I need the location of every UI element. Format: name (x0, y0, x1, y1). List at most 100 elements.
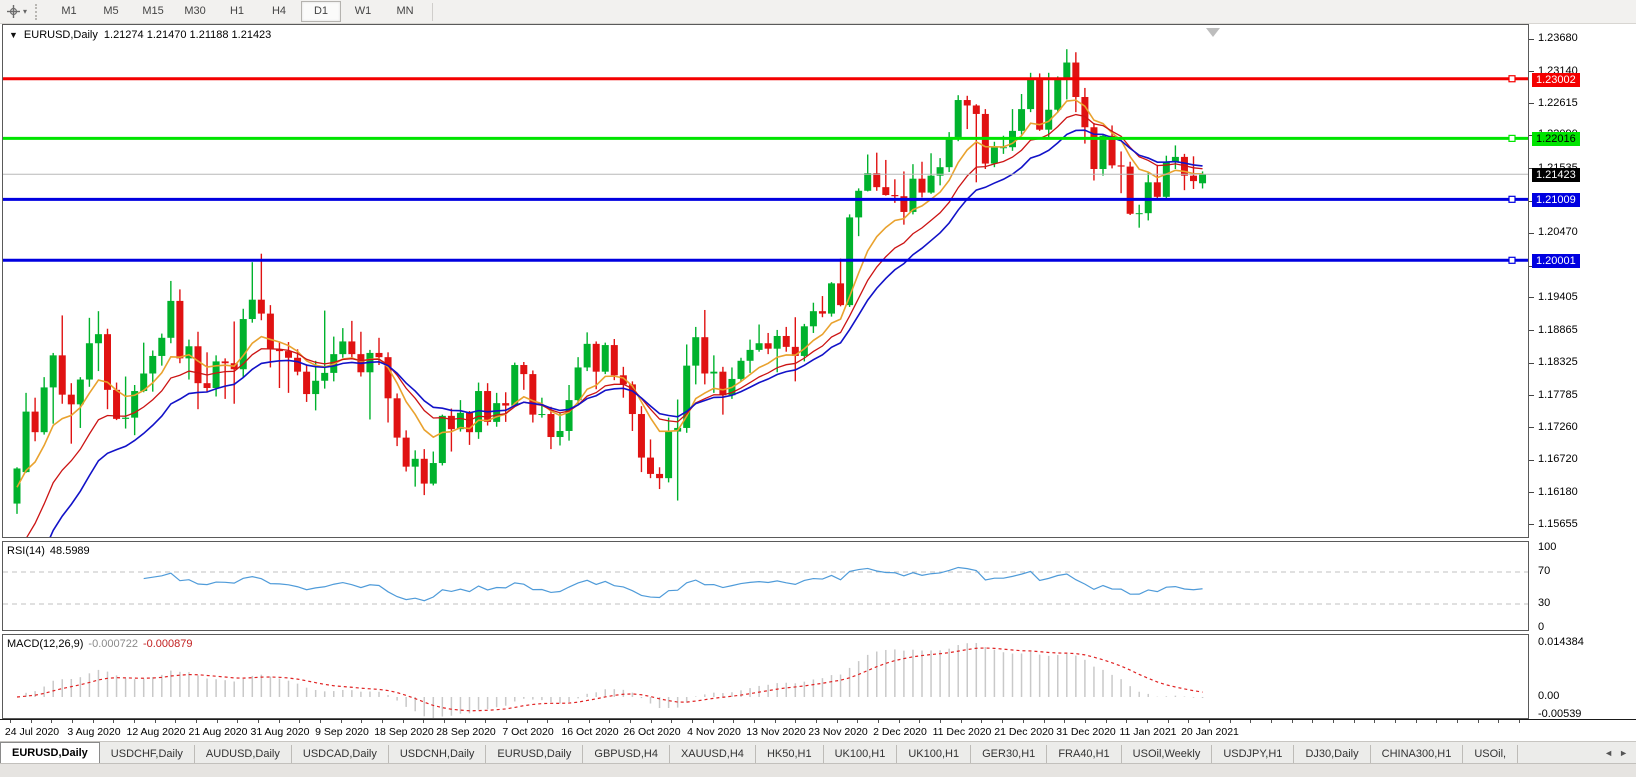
timeframe-button-m1[interactable]: M1 (61, 5, 77, 17)
time-tick-mark (940, 720, 942, 723)
bottom-tab-usoil-[interactable]: USOil, (1463, 745, 1519, 764)
rsi-canvas[interactable] (3, 542, 1528, 630)
bottom-tab-hk50-h1[interactable]: HK50,H1 (756, 745, 824, 764)
status-strip (0, 763, 1636, 777)
time-tick-mark (795, 720, 797, 723)
bottom-tab-xauusd-h4[interactable]: XAUUSD,H4 (670, 745, 756, 764)
bottom-tab-usdcad-daily[interactable]: USDCAD,Daily (292, 745, 389, 764)
price-scale[interactable]: 1.236801.231401.226151.220901.215351.210… (1529, 24, 1636, 741)
timeframe-buttons: M1 M5 M15 M30 H1 H4 D1 W1 MN (48, 1, 426, 22)
time-tick-mark (1270, 720, 1272, 723)
time-axis-label: 16 Oct 2020 (561, 726, 619, 738)
price-tick-label: 1.18325 (1538, 356, 1578, 369)
rsi-scale-label: 70 (1538, 564, 1551, 577)
collapse-triangle-icon[interactable]: ▼ (9, 30, 18, 40)
price-tick-mark (1529, 492, 1534, 494)
bottom-tab-dj30-daily[interactable]: DJ30,Daily (1294, 745, 1371, 764)
time-tick-mark (857, 720, 859, 723)
time-axis-label: 7 Oct 2020 (502, 726, 554, 738)
bottom-tab-audusd-daily[interactable]: AUDUSD,Daily (195, 745, 292, 764)
price-tick-label: 1.20470 (1538, 226, 1578, 239)
time-axis-label: 23 Nov 2020 (808, 726, 868, 738)
timeframe-button-h1[interactable]: H1 (229, 5, 245, 17)
timeframe-button-h4[interactable]: H4 (271, 5, 287, 17)
time-tick-mark (1229, 720, 1231, 723)
price-tick-label: 1.15655 (1538, 517, 1578, 530)
time-axis-label: 4 Nov 2020 (687, 726, 741, 738)
time-tick-mark (237, 720, 239, 723)
time-tick-mark (216, 720, 218, 723)
price-tick-mark (1529, 103, 1534, 105)
time-tick-mark (1022, 720, 1024, 723)
time-tick-mark (51, 720, 53, 723)
price-badge: 1.22016 (1532, 132, 1580, 147)
time-tick-mark (382, 720, 384, 723)
time-tick-mark (320, 720, 322, 723)
rsi-indicator-panel[interactable]: RSI(14) 48.5989 (2, 541, 1529, 631)
time-axis[interactable]: 24 Jul 2020 3 Aug 2020 12 Aug 2020 21 Aug 2… (0, 719, 1636, 742)
timeframe-button-w1[interactable]: W1 (354, 5, 372, 17)
macd-canvas[interactable] (3, 635, 1528, 718)
crosshair-icon[interactable]: ▾ (0, 2, 33, 22)
macd-label-bar: MACD(12,26,9) -0.000722 -0.000879 (7, 638, 193, 650)
time-tick-mark (196, 720, 198, 723)
time-tick-mark (981, 720, 983, 723)
timeframe-button-d1[interactable]: D1 (301, 1, 342, 22)
bottom-tab-gbpusd-h4[interactable]: GBPUSD,H4 (583, 745, 670, 764)
time-tick-mark (1332, 720, 1334, 723)
bottom-tab-china300-h1[interactable]: CHINA300,H1 (1371, 745, 1464, 764)
time-tick-mark (1002, 720, 1004, 723)
timeframe-button-mn[interactable]: MN (396, 5, 414, 17)
time-tick-mark (526, 720, 528, 723)
time-tick-mark (1146, 720, 1148, 723)
chevron-down-icon[interactable]: ▾ (23, 7, 28, 16)
time-tick-mark (1518, 720, 1520, 723)
symbol-period-label: EURUSD,Daily (23, 29, 98, 41)
time-axis-label: 18 Sep 2020 (374, 726, 434, 738)
time-axis-label: 11 Dec 2020 (932, 726, 992, 738)
time-tick-mark (361, 720, 363, 723)
toolbar-separator (432, 2, 434, 21)
time-tick-mark (92, 720, 94, 723)
time-tick-mark (878, 720, 880, 723)
bottom-tab-eurusd-daily[interactable]: EURUSD,Daily (0, 742, 100, 764)
bottom-tab-usdchf-daily[interactable]: USDCHF,Daily (100, 745, 195, 764)
bottom-tab-uk100-h1[interactable]: UK100,H1 (824, 745, 898, 764)
chart-shift-marker-icon[interactable] (1206, 28, 1220, 37)
scroll-right-icon[interactable]: ► (1619, 748, 1628, 758)
price-tick-mark (1529, 297, 1534, 299)
time-tick-mark (919, 720, 921, 723)
time-tick-mark (402, 720, 404, 723)
bottom-tab-usoil-weekly[interactable]: USOil,Weekly (1122, 745, 1213, 764)
bottom-tab-usdjpy-h1[interactable]: USDJPY,H1 (1212, 745, 1295, 764)
macd-indicator-panel[interactable]: MACD(12,26,9) -0.000722 -0.000879 (2, 634, 1529, 719)
time-tick-mark (836, 720, 838, 723)
timeframe-button-m15[interactable]: M15 (142, 5, 164, 17)
time-tick-mark (898, 720, 900, 723)
time-axis-label: 2 Dec 2020 (873, 726, 927, 738)
bottom-tab-fra40-h1[interactable]: FRA40,H1 (1047, 745, 1122, 764)
price-tick-label: 1.16180 (1538, 485, 1578, 498)
time-axis-label: 20 Jan 2021 (1181, 726, 1239, 738)
time-tick-mark (1167, 720, 1169, 723)
time-tick-mark (423, 720, 425, 723)
main-chart-panel[interactable]: ▼ EURUSD,Daily 1.21274 1.21470 1.21188 1… (2, 24, 1529, 538)
price-tick-mark (1529, 232, 1534, 234)
bottom-tab-ger30-h1[interactable]: GER30,H1 (971, 745, 1048, 764)
main-chart-canvas[interactable] (3, 25, 1528, 537)
time-axis-label: 31 Dec 2020 (1056, 726, 1116, 738)
scroll-left-icon[interactable]: ◄ (1604, 748, 1614, 758)
time-tick-mark (671, 720, 673, 723)
bottom-tab-uk100-h1[interactable]: UK100,H1 (897, 745, 972, 764)
bottom-tab-eurusd-daily[interactable]: EURUSD,Daily (486, 745, 584, 764)
time-tick-mark (30, 720, 32, 723)
timeframe-button-m30[interactable]: M30 (184, 5, 206, 17)
macd-main-value: -0.000722 (88, 638, 138, 650)
time-tick-mark (444, 720, 446, 723)
bottom-tab-usdcnh-daily[interactable]: USDCNH,Daily (389, 745, 487, 764)
price-badge: 1.20001 (1532, 254, 1580, 269)
timeframe-button-m5[interactable]: M5 (103, 5, 119, 17)
price-tick-mark (1529, 265, 1534, 267)
time-tick-mark (1208, 720, 1210, 723)
